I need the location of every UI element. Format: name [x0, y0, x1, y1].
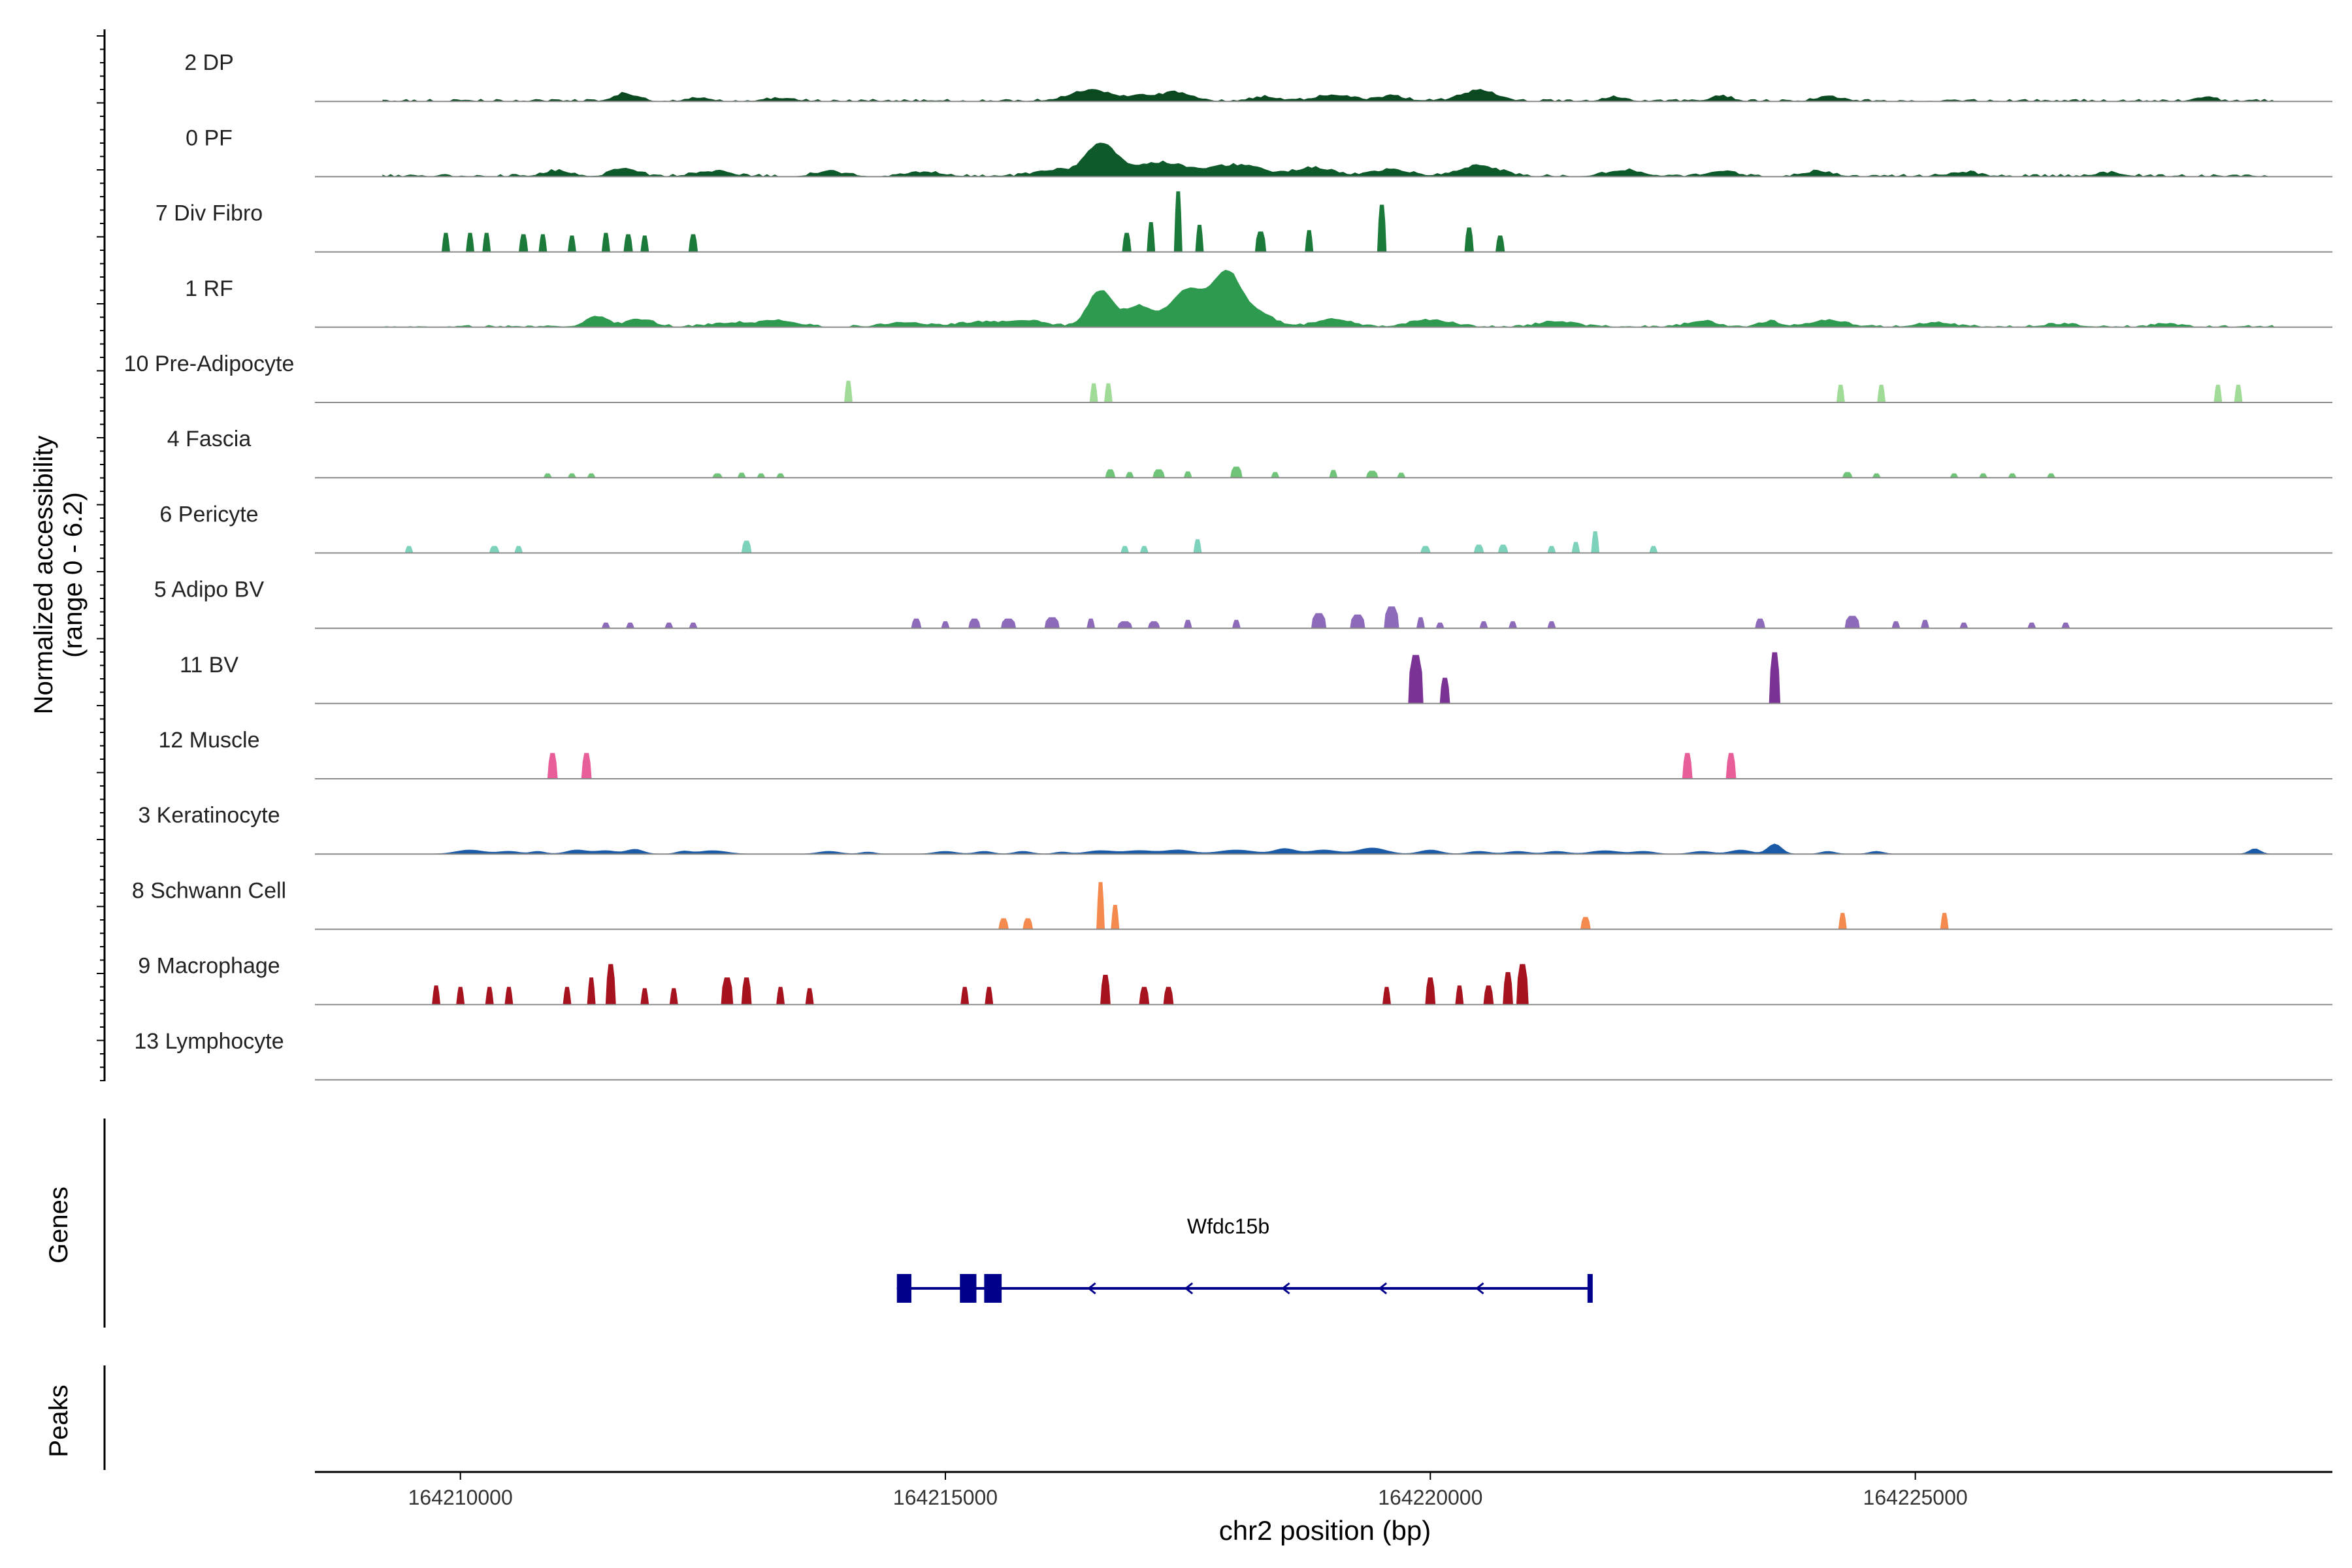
track-label: 3 Keratinocyte — [138, 803, 280, 828]
strand-arrow — [1475, 1282, 1484, 1295]
y-axis-label-line2: (range 0 - 6.2) — [59, 492, 88, 657]
track-label: 7 Div Fibro — [155, 201, 263, 226]
strand-arrow — [1087, 1282, 1096, 1295]
track-12-muscle: 12 Muscle — [159, 728, 2332, 779]
peaks-panel-label: Peaks — [44, 1384, 73, 1457]
strand-arrow — [1281, 1282, 1290, 1295]
gene-exon — [1587, 1274, 1593, 1303]
track-4-fascia: 4 Fascia — [167, 427, 2332, 479]
x-tick-label: 164210000 — [408, 1486, 513, 1509]
gene-name-label: Wfdc15b — [1187, 1215, 1269, 1238]
strand-arrow — [1378, 1282, 1388, 1295]
coverage-area — [382, 269, 2276, 328]
track-label: 8 Schwann Cell — [132, 878, 286, 903]
gene-exon — [960, 1274, 977, 1303]
track-label: 13 Lymphocyte — [134, 1029, 284, 1054]
track-10-pre-adipocyte: 10 Pre-Adipocyte — [124, 351, 2332, 403]
y-axis-label-line1: Normalized accessibility — [29, 436, 58, 715]
track-label: 10 Pre-Adipocyte — [124, 351, 295, 376]
axes-layer: 164210000 164215000 164220000 164225000 — [97, 29, 2332, 1509]
x-axis-label: chr2 position (bp) — [1219, 1515, 1431, 1546]
track-label: 6 Pericyte — [159, 502, 258, 527]
track-13-lymphocyte: 13 Lymphocyte — [134, 1029, 2332, 1081]
track-3-keratinocyte: 3 Keratinocyte — [138, 803, 2332, 855]
track-label: 9 Macrophage — [138, 954, 280, 979]
track-6-pericyte: 6 Pericyte — [159, 502, 2332, 554]
track-5-adipo-bv: 5 Adipo BV — [154, 578, 2332, 629]
track-label: 4 Fascia — [167, 427, 252, 451]
track-9-macrophage: 9 Macrophage — [138, 954, 2332, 1005]
track-label: 12 Muscle — [159, 728, 260, 753]
track-label: 2 DP — [184, 50, 234, 75]
track-2-dp: 2 DP — [184, 50, 2332, 103]
track-label: 1 RF — [185, 276, 233, 301]
track-11-bv: 11 BV — [180, 652, 2332, 704]
track-1-rf: 1 RF — [185, 269, 2332, 328]
gene-exon — [984, 1274, 1002, 1303]
strand-arrow — [1184, 1282, 1194, 1295]
genes-layer — [896, 1274, 1593, 1303]
x-tick-label: 164215000 — [893, 1486, 998, 1509]
track-0-pf: 0 PF — [186, 125, 2332, 178]
tracks-layer: 2 DP 0 PF 7 Div Fibro 1 RF 10 Pre-Adipocyte 4… — [124, 50, 2332, 1081]
track-label: 0 PF — [186, 125, 233, 150]
x-tick-label: 164220000 — [1378, 1486, 1482, 1509]
track-label: 5 Adipo BV — [154, 578, 265, 602]
track-7-div-fibro: 7 Div Fibro — [155, 191, 2332, 253]
gene-exon — [896, 1274, 912, 1303]
genes-panel-label: Genes — [44, 1186, 73, 1264]
x-tick-label: 164225000 — [1863, 1486, 1968, 1509]
track-8-schwann-cell: 8 Schwann Cell — [132, 878, 2332, 930]
coverage-area — [382, 142, 2274, 177]
track-label: 11 BV — [180, 653, 238, 678]
